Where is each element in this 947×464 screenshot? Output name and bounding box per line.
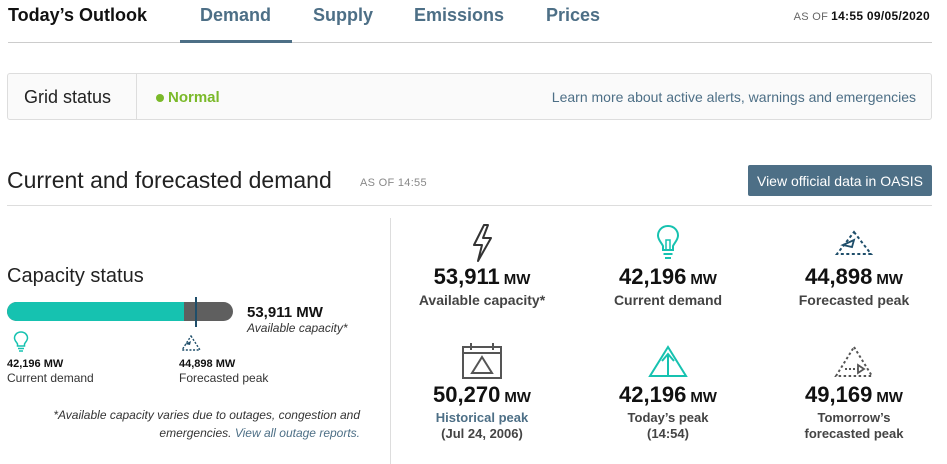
capacity-total-value: 53,911	[247, 304, 293, 321]
section-divider	[7, 205, 932, 206]
current-demand-label: Current demand	[7, 371, 94, 385]
metric-number: 42,196	[619, 264, 687, 289]
metric-unit: MW	[503, 271, 531, 288]
status-dot-icon	[156, 94, 164, 102]
grid-status-panel: Grid status Normal Learn more about acti…	[7, 73, 932, 120]
tab-prices[interactable]: Prices	[546, 5, 601, 25]
tab-emissions[interactable]: Emissions	[414, 5, 505, 25]
grid-status-value: Normal	[168, 89, 220, 106]
capacity-bar-fill	[7, 302, 184, 321]
metric-unit: MW	[876, 271, 903, 288]
alerts-link[interactable]: Learn more about active alerts, warnings…	[551, 89, 916, 105]
asof-prefix: AS OF	[793, 11, 829, 23]
peak-arrow-icon	[578, 340, 758, 382]
capacity-total-label: Available capacity*	[247, 321, 348, 335]
lightning-icon	[392, 222, 572, 264]
metric-number: 50,270	[433, 382, 501, 407]
app-title: Today’s Outlook	[8, 5, 148, 25]
metric-available-capacity: 53,911 MW Available capacity*	[392, 222, 572, 308]
outage-reports-link[interactable]: View all outage reports.	[234, 426, 360, 440]
top-nav: Today’s Outlook Demand Supply Emissions …	[8, 0, 932, 43]
metric-label: Current demand	[613, 292, 723, 308]
forecast-marker	[195, 297, 197, 327]
lightbulb-icon	[578, 222, 758, 264]
metric-value: 53,911 MW	[392, 264, 572, 290]
calendar-icon	[392, 340, 572, 382]
metric-value: 49,169 MW	[764, 382, 944, 408]
grid-status-label: Grid status	[24, 87, 112, 107]
section-timestamp: AS OF 14:55	[360, 177, 427, 189]
forecast-triangle-icon	[181, 335, 201, 351]
metric-unit: MW	[690, 389, 717, 406]
metric-todays-peak: 42,196 MW Today’s peak (14:54)	[578, 340, 758, 442]
capacity-total: 53,911 MW	[247, 304, 323, 321]
metric-sublabel: (Jul 24, 2006)	[441, 426, 523, 441]
section-title: Current and forecasted demand	[7, 167, 332, 193]
metric-number: 42,196	[619, 382, 687, 407]
column-divider	[390, 218, 391, 464]
metric-unit: MW	[504, 389, 531, 406]
metric-value: 50,270 MW	[392, 382, 572, 408]
metric-sublabel: (14:54)	[647, 426, 689, 441]
metric-value: 42,196 MW	[578, 382, 758, 408]
forecast-triangle-icon	[764, 222, 944, 264]
capacity-bar	[7, 302, 233, 321]
header-timestamp: AS OF 14:55 09/05/2020	[794, 9, 930, 23]
metric-label: Today’s peak	[627, 410, 709, 425]
metric-number: 44,898	[805, 264, 873, 289]
metric-value: 42,196 MW	[578, 264, 758, 290]
forecast-peak-label: Forecasted peak	[179, 371, 269, 385]
metric-sublabel: forecasted peak	[804, 426, 904, 441]
divider	[136, 74, 137, 119]
capacity-title: Capacity status	[7, 265, 144, 287]
tomorrow-triangle-icon	[764, 340, 944, 382]
metric-label: Forecasted peak	[798, 292, 910, 308]
forecast-peak-value: 44,898 MW	[179, 358, 236, 370]
metric-label: Available capacity*	[418, 292, 546, 308]
metric-value: 44,898 MW	[764, 264, 944, 290]
metric-current-demand: 42,196 MW Current demand	[578, 222, 758, 308]
lightbulb-icon	[13, 331, 29, 352]
view-oasis-button[interactable]: View official data in OASIS	[748, 165, 932, 196]
capacity-total-unit: MW	[296, 304, 323, 321]
metric-forecasted-peak: 44,898 MW Forecasted peak	[764, 222, 944, 308]
metric-label: Historical peak	[435, 410, 529, 425]
capacity-footnote: *Available capacity varies due to outage…	[20, 406, 360, 442]
metric-number: 53,911	[433, 264, 500, 289]
metric-historical-peak: 50,270 MW Historical peak (Jul 24, 2006)	[392, 340, 572, 442]
tab-demand[interactable]: Demand	[200, 5, 272, 25]
metric-unit: MW	[690, 271, 717, 288]
active-tab-indicator	[180, 40, 292, 43]
metric-unit: MW	[876, 389, 903, 406]
metric-tomorrows-peak: 49,169 MW Tomorrow’s forecasted peak	[764, 340, 944, 442]
current-demand-value: 42,196 MW	[7, 358, 64, 370]
footnote-text: *Available capacity varies due to outage…	[53, 408, 360, 440]
metric-number: 49,169	[805, 382, 873, 407]
asof-value: 14:55 09/05/2020	[831, 9, 930, 23]
metric-label: Tomorrow’s	[817, 410, 891, 425]
tab-supply[interactable]: Supply	[313, 5, 374, 25]
